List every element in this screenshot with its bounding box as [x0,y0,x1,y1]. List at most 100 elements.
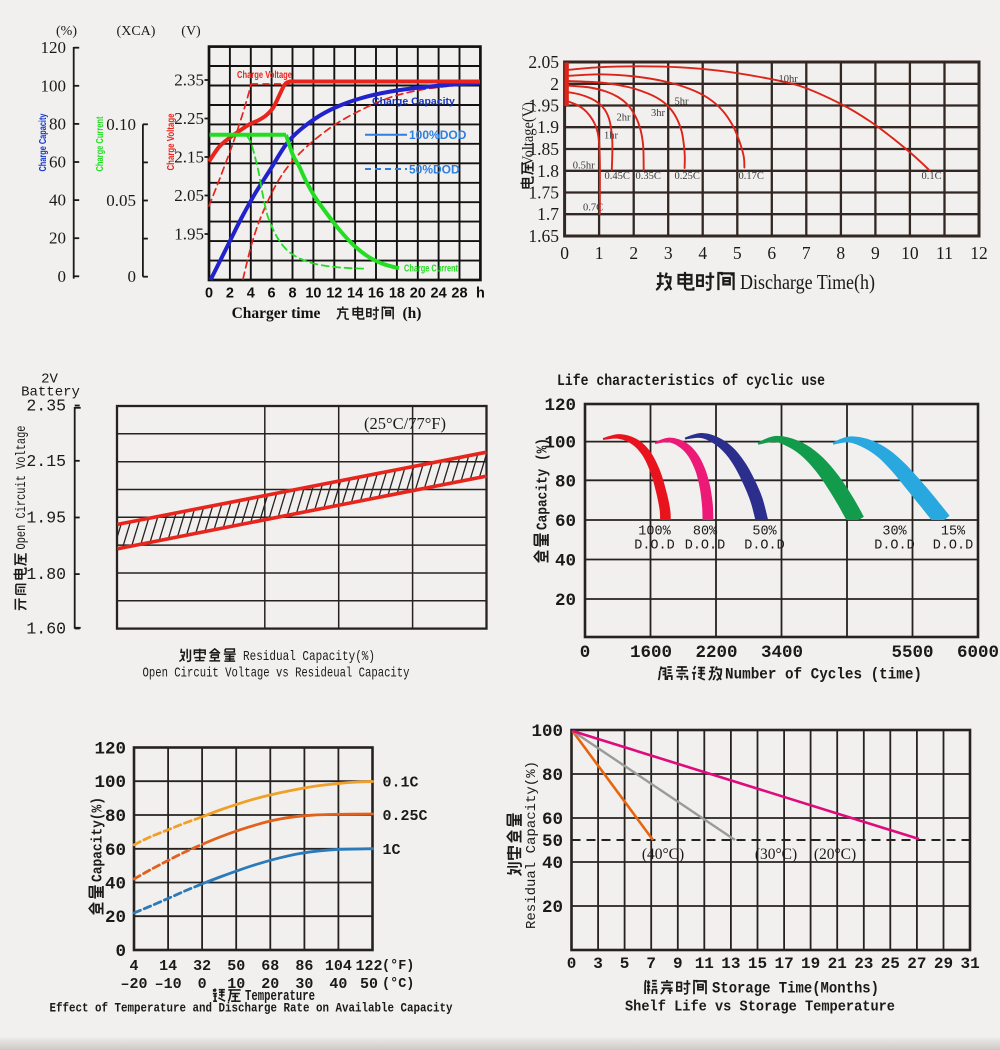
svg-text:1C: 1C [383,842,401,859]
svg-text:Charge Capacity: Charge Capacity [372,96,455,108]
svg-text:100%DOD: 100%DOD [409,128,467,142]
svg-text:21: 21 [828,955,847,973]
svg-text:60: 60 [105,841,126,861]
svg-text:8: 8 [288,286,296,302]
svg-text:2.15: 2.15 [26,452,66,471]
svg-text:(h): (h) [403,305,422,322]
svg-text:1.95: 1.95 [174,225,204,244]
svg-text:2.05: 2.05 [528,52,559,72]
svg-text:1.85: 1.85 [528,139,559,159]
svg-text:0.25C: 0.25C [675,171,700,182]
svg-text:6000: 6000 [957,643,999,663]
svg-text:Charge Capacity: Charge Capacity [38,113,49,171]
svg-text:1.95: 1.95 [26,509,66,528]
svg-text:120: 120 [544,396,576,416]
svg-text:Residual Capacity(%): Residual Capacity(%) [243,649,375,665]
svg-text:27: 27 [907,955,926,973]
svg-text:80: 80 [49,114,66,133]
svg-text:1.7: 1.7 [537,204,559,224]
svg-text:16: 16 [368,286,384,302]
svg-text:Charge Current: Charge Current [404,263,458,275]
svg-text:23: 23 [854,955,873,973]
svg-text:10: 10 [305,286,321,302]
svg-text:50%DOD: 50%DOD [409,163,460,177]
svg-text:D.O.D: D.O.D [744,539,785,554]
svg-text:12: 12 [970,243,988,263]
svg-text:2.35: 2.35 [174,71,204,90]
svg-text:0.05: 0.05 [106,191,136,210]
svg-text:50: 50 [227,958,245,975]
svg-text:11: 11 [695,955,714,973]
svg-text:100%: 100% [638,525,671,540]
svg-text:Capacity (%): Capacity (%) [535,438,552,530]
svg-text:7: 7 [802,243,811,263]
svg-text:2: 2 [629,243,638,263]
svg-text:(25°C/77°F): (25°C/77°F) [364,414,446,433]
svg-text:Number of Cycles (time): Number of Cycles (time) [725,666,922,684]
svg-text:40: 40 [555,552,576,572]
svg-text:20: 20 [555,591,576,611]
svg-text:Storage Time(Months): Storage Time(Months) [712,980,879,998]
svg-text:Temperature: Temperature [245,988,315,1005]
svg-text:1.9: 1.9 [537,117,559,137]
svg-text:0.25C: 0.25C [383,808,428,825]
svg-text:2V: 2V [41,372,58,388]
svg-text:20: 20 [261,976,279,993]
svg-text:0: 0 [198,976,207,993]
svg-text:0.1C: 0.1C [922,171,942,182]
svg-text:0.35C: 0.35C [636,171,661,182]
svg-text:12: 12 [326,286,342,302]
svg-text:2: 2 [550,74,559,94]
svg-text:7: 7 [646,955,656,973]
svg-text:2.25: 2.25 [174,109,204,128]
svg-text:20: 20 [410,286,426,302]
svg-text:Life characteristics of cyclic: Life characteristics of cyclic use [557,372,825,390]
svg-text:1.8: 1.8 [537,161,559,181]
svg-text:2.15: 2.15 [174,148,204,167]
svg-text:(40°C): (40°C) [642,846,684,863]
svg-text:0.5hr: 0.5hr [573,161,595,172]
svg-text:Battery: Battery [21,385,80,401]
svg-text:100: 100 [531,722,563,742]
svg-text:14: 14 [347,286,363,302]
svg-text:(30°C): (30°C) [755,846,797,863]
svg-text:14: 14 [159,958,177,975]
svg-text:1.80: 1.80 [26,565,66,584]
svg-text:104: 104 [325,958,352,975]
svg-text:Open Circuit Voltage vs Reside: Open Circuit Voltage vs Resideual Capaci… [143,666,410,682]
svg-text:Effect of Temperature and Disc: Effect of Temperature and Discharge Rate… [50,1001,453,1016]
svg-text:Voltage(V): Voltage(V) [520,102,537,166]
svg-text:29: 29 [934,955,953,973]
svg-text:24: 24 [431,286,447,302]
svg-text:122: 122 [355,958,382,975]
svg-text:Shelf Life vs Storage Temperat: Shelf Life vs Storage Temperature [625,999,895,1016]
svg-text:0: 0 [580,643,591,663]
svg-text:0.17C: 0.17C [739,171,764,182]
svg-text:9: 9 [871,243,880,263]
svg-text:Charger time: Charger time [232,305,321,322]
svg-text:Charge Voltage: Charge Voltage [237,69,292,81]
svg-text:0: 0 [115,942,126,962]
svg-text:0: 0 [128,267,137,286]
svg-text:Charge Current: Charge Current [95,116,106,171]
svg-text:20: 20 [49,229,66,248]
svg-text:15%: 15% [941,525,966,540]
svg-text:5: 5 [733,243,742,263]
svg-text:32: 32 [193,958,211,975]
svg-text:13: 13 [721,955,740,973]
svg-text:D.O.D: D.O.D [634,539,675,554]
svg-text:18: 18 [389,286,405,302]
svg-text:20: 20 [542,898,563,918]
svg-text:0: 0 [205,286,213,302]
svg-text:60: 60 [555,512,576,532]
svg-text:3400: 3400 [761,643,803,663]
svg-text:10: 10 [227,976,245,993]
svg-text:3: 3 [664,243,673,263]
svg-text:50%: 50% [752,525,777,540]
svg-text:50: 50 [542,832,563,852]
svg-text:8: 8 [836,243,845,263]
svg-text:10: 10 [901,243,919,263]
svg-text:2200: 2200 [695,643,737,663]
svg-text:68: 68 [261,958,279,975]
svg-text:80: 80 [555,472,576,492]
